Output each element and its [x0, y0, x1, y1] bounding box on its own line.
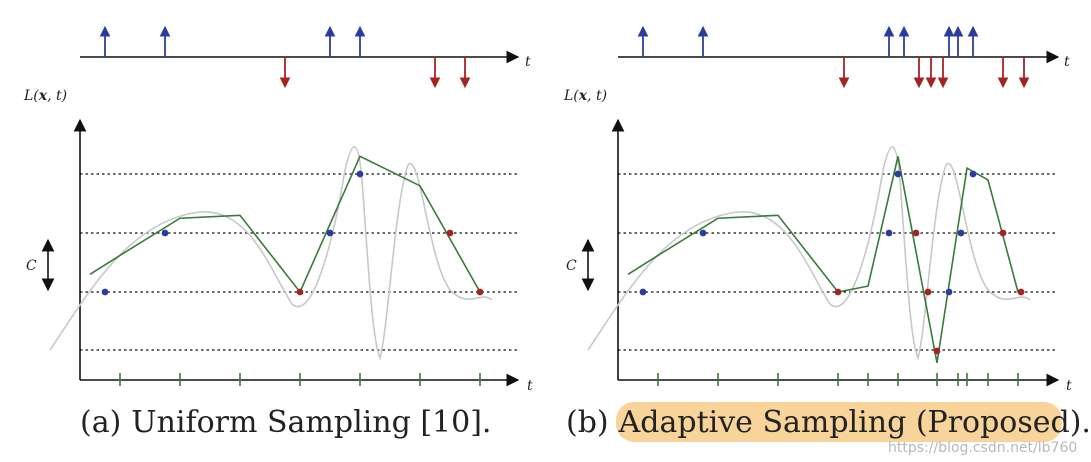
positive-events: [637, 25, 979, 57]
negative-events: [279, 57, 471, 89]
positive-sample-point: [326, 229, 334, 237]
negative-sample-point: [296, 288, 304, 296]
c-label: C: [26, 258, 37, 274]
event-axis-t-label: t: [525, 54, 531, 70]
true-signal-curve: [587, 146, 1031, 361]
contrast-threshold-indicator: C: [566, 238, 595, 292]
y-axis-label: L(x, t): [23, 88, 67, 104]
negative-events: [838, 57, 1030, 89]
positive-sample-point: [699, 229, 707, 237]
caption-adaptive: (b) Adaptive Sampling (Proposed).: [566, 405, 1091, 440]
negative-sample-point: [999, 229, 1007, 237]
threshold-lines: [618, 173, 1058, 351]
caption-text: Uniform Sampling [10].: [131, 405, 491, 440]
positive-sample-point: [969, 170, 977, 178]
positive-sample-point: [356, 170, 364, 178]
caption-text: Adaptive Sampling (Proposed).: [618, 405, 1091, 440]
positive-sample-point: [101, 288, 109, 296]
negative-sample-point: [924, 288, 932, 296]
contrast-threshold-indicator: C: [26, 238, 55, 292]
positive-events: [99, 25, 366, 57]
true-signal-curve: [49, 146, 493, 361]
negative-sample-point: [446, 229, 454, 237]
positive-sample-point: [639, 288, 647, 296]
sample-ticks: [657, 373, 1019, 386]
watermark: https://blog.csdn.net/lb760: [888, 440, 1077, 456]
panel-adaptive-sampling: t L(x, t) t C (b) Adaptive Sampling (Prop…: [563, 25, 1091, 442]
y-axis-label: L(x, t): [563, 88, 607, 104]
panel-uniform-sampling: t L(x, t) t C (a) Uniform Sampling [10].: [23, 25, 533, 440]
threshold-lines: [80, 173, 518, 351]
negative-sample-point: [476, 288, 484, 296]
caption-prefix: (a): [80, 405, 121, 440]
positive-sample-point: [945, 288, 953, 296]
negative-sample-point: [834, 288, 842, 296]
sample-ticks: [119, 373, 481, 386]
positive-sample-point: [161, 229, 169, 237]
event-axis-t-label: t: [1064, 54, 1070, 70]
x-axis-t-label: t: [527, 378, 533, 394]
event-axis: t: [618, 25, 1070, 89]
sample-points: [639, 170, 1025, 355]
c-label: C: [566, 258, 577, 274]
caption-highlight: [616, 402, 1062, 442]
positive-sample-point: [957, 229, 965, 237]
negative-sample-point: [1017, 288, 1025, 296]
sample-points: [101, 170, 484, 296]
positive-sample-point: [885, 229, 893, 237]
reconstruction-curve: [627, 156, 1019, 363]
positive-sample-point: [894, 170, 902, 178]
event-axis: t: [80, 25, 531, 89]
caption-prefix: (b): [566, 405, 609, 440]
negative-sample-point: [912, 229, 920, 237]
reconstruction-curve: [89, 155, 481, 294]
x-axis-t-label: t: [1066, 378, 1072, 394]
caption-uniform: (a) Uniform Sampling [10].: [80, 405, 491, 440]
negative-sample-point: [933, 347, 941, 355]
